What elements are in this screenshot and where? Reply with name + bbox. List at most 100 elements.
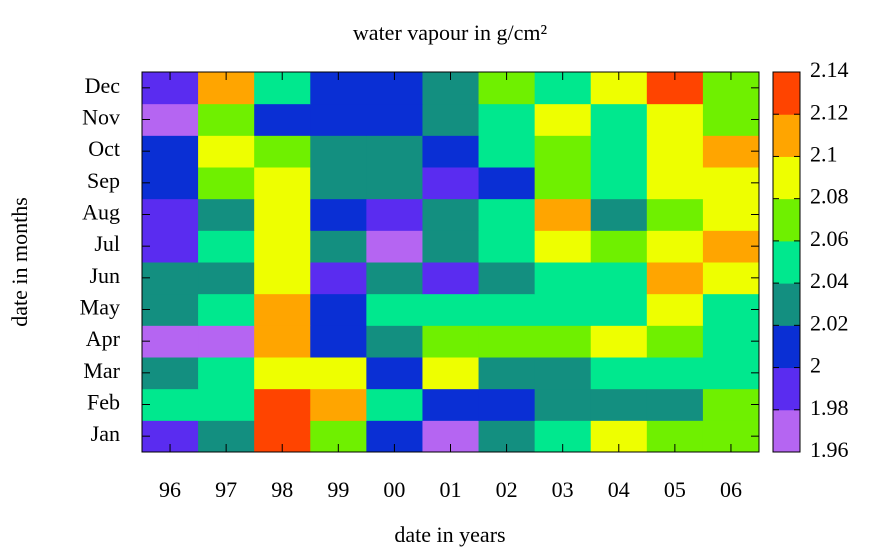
x-tick-label: 01	[440, 477, 462, 502]
heatmap-cell	[254, 167, 311, 200]
heatmap-cell	[422, 135, 480, 168]
heatmap-cell	[478, 167, 536, 200]
colorbar-band	[773, 409, 800, 453]
heatmap-cell	[366, 135, 423, 168]
heatmap-cell	[366, 262, 423, 295]
heatmap-cell	[422, 103, 480, 136]
heatmap-cell	[422, 325, 480, 358]
heatmap-cell	[702, 388, 760, 421]
colorbar-band	[773, 325, 800, 369]
y-tick-label: May	[80, 295, 120, 320]
y-tick-label: Sep	[87, 168, 120, 193]
heatmap-cell	[310, 135, 367, 168]
heatmap-cell	[366, 103, 423, 136]
heatmap-cell	[254, 135, 311, 168]
heatmap-cell	[702, 198, 760, 231]
heatmap-cell	[534, 230, 592, 263]
x-tick-label: 96	[159, 477, 181, 502]
x-tick-label: 97	[215, 477, 237, 502]
heatmap-cell	[142, 198, 199, 231]
x-tick-label: 04	[608, 477, 630, 502]
x-tick-label: 02	[496, 477, 518, 502]
heatmap-cell	[702, 230, 760, 263]
heatmap-cell	[646, 262, 704, 295]
colorbar-band	[773, 367, 800, 411]
heatmap-cell	[366, 357, 423, 390]
heatmap-cell	[310, 325, 367, 358]
heatmap-cell	[198, 167, 255, 200]
colorbar-band	[773, 283, 800, 326]
heatmap-cell	[702, 103, 760, 136]
heatmap-cell	[534, 357, 592, 390]
heatmap-cell	[534, 262, 592, 295]
heatmap-cell	[478, 230, 536, 263]
heatmap-cell	[254, 262, 311, 295]
heatmap-cell	[310, 388, 367, 421]
heatmap-cell	[198, 357, 255, 390]
y-tick-label: Apr	[86, 326, 121, 351]
heatmap-cell	[254, 325, 311, 358]
colorbar-tick-label: 1.98	[810, 395, 849, 420]
heatmap-cell	[198, 262, 255, 295]
heatmap-cell	[478, 325, 536, 358]
heatmap-cell	[534, 167, 592, 200]
heatmap-cell	[142, 167, 199, 200]
heatmap-cell	[702, 325, 760, 358]
y-tick-label: Jan	[91, 421, 120, 446]
heatmap-cell	[646, 293, 704, 326]
x-tick-label: 99	[327, 477, 349, 502]
heatmap-cell	[310, 357, 367, 390]
heatmap-cell	[534, 293, 592, 326]
heatmap-cell	[366, 293, 423, 326]
y-tick-label: Aug	[82, 200, 120, 225]
heatmap-cell	[422, 167, 480, 200]
heatmap-cell	[142, 262, 199, 295]
heatmap-cell	[254, 357, 311, 390]
heatmap-cell	[590, 388, 648, 421]
heatmap-cell	[478, 103, 536, 136]
heatmap-cell	[534, 103, 592, 136]
heatmap-cell	[198, 135, 255, 168]
heatmap-cell	[198, 325, 255, 358]
heatmap-cell	[310, 167, 367, 200]
x-tick-label: 03	[552, 477, 574, 502]
colorbar-band	[773, 156, 800, 200]
x-tick-label: 98	[271, 477, 293, 502]
colorbar-tick-label: 2.14	[810, 57, 849, 82]
heatmap-cell	[254, 230, 311, 263]
heatmap-cell	[534, 135, 592, 168]
heatmap-cell	[366, 325, 423, 358]
heatmap-cell	[198, 230, 255, 263]
colorbar-band	[773, 114, 800, 157]
chart-title: water vapour in g/cm²	[353, 20, 548, 45]
heatmap-cell	[702, 167, 760, 200]
heatmap-cell	[254, 388, 311, 421]
heatmap-cell	[422, 198, 480, 231]
heatmap-cell	[142, 230, 199, 263]
heatmap-cell	[478, 293, 536, 326]
y-tick-label: Nov	[82, 105, 120, 130]
heatmap-cell	[702, 357, 760, 390]
heatmap-cell	[590, 325, 648, 358]
heatmap-cell	[478, 388, 536, 421]
heatmap-cell	[478, 135, 536, 168]
y-tick-label: Jun	[89, 263, 120, 288]
heatmap-cell	[590, 135, 648, 168]
y-tick-label: Mar	[83, 358, 120, 383]
colorbar-tick-label: 2.06	[810, 226, 849, 251]
heatmap-cell	[422, 293, 480, 326]
heatmap-cell	[646, 167, 704, 200]
colorbar-tick-label: 2	[810, 353, 821, 378]
colorbar-tick-label: 2.08	[810, 184, 849, 209]
heatmap-cell	[534, 198, 592, 231]
heatmap-cell	[198, 388, 255, 421]
colorbar-band	[773, 198, 800, 242]
heatmap-cell	[590, 198, 648, 231]
heatmap-cell	[366, 230, 423, 263]
heatmap-cell	[142, 135, 199, 168]
y-tick-label: Feb	[87, 390, 120, 415]
heatmap-cell	[478, 198, 536, 231]
heatmap-cell	[310, 230, 367, 263]
heatmap-cell	[590, 293, 648, 326]
